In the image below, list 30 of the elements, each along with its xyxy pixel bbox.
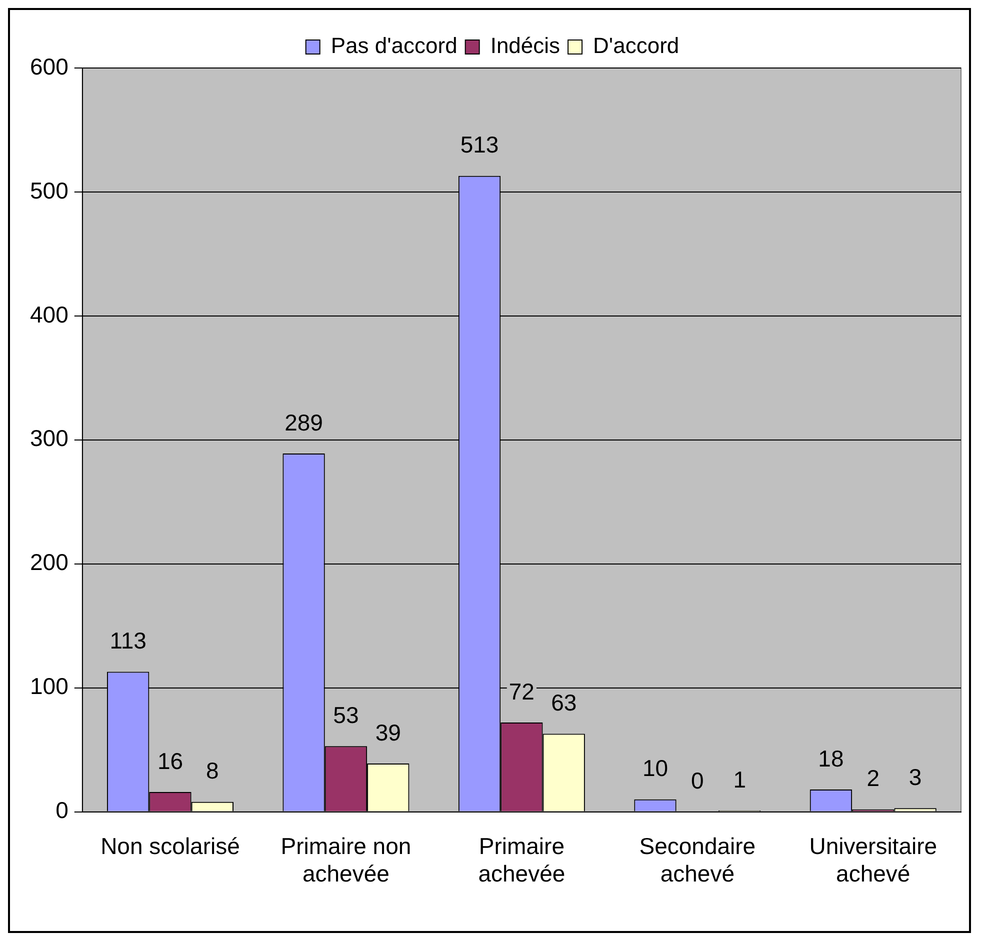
x-tick-label: Primaire achevée — [478, 832, 566, 887]
data-label: 16 — [157, 748, 184, 774]
data-label: 3 — [908, 764, 922, 790]
data-label: 113 — [110, 628, 146, 654]
y-tick-label: 0 — [56, 797, 68, 824]
data-label: 0 — [691, 768, 704, 794]
y-tick-label: 200 — [30, 549, 68, 576]
legend-label: D'accord — [593, 33, 680, 58]
y-tick-label: 300 — [30, 425, 68, 452]
y-tick-label: 400 — [30, 301, 68, 328]
x-tick-label: Universitaire achevé — [809, 832, 938, 887]
data-label: 513 — [460, 132, 499, 158]
legend-label: Pas d'accord — [330, 33, 458, 58]
legend-label: Indécis — [490, 33, 560, 58]
x-tick-label: Primaire non achevée — [280, 832, 412, 887]
data-label: 39 — [375, 719, 401, 746]
x-tick-label: Secondaire achevé — [639, 832, 756, 887]
y-tick-label: 100 — [30, 673, 68, 700]
data-label: 72 — [508, 678, 534, 704]
y-tick-label: 500 — [30, 177, 68, 204]
data-label: 1 — [733, 766, 746, 792]
data-label: 10 — [642, 755, 668, 782]
data-label: 289 — [284, 409, 323, 436]
x-tick-label: Non scolarisé — [100, 832, 240, 859]
data-label: 2 — [866, 765, 880, 792]
data-label: 8 — [206, 758, 219, 784]
data-label: 63 — [551, 690, 577, 716]
data-label: 18 — [818, 745, 844, 772]
data-label: 53 — [333, 702, 359, 728]
y-tick-label: 600 — [30, 53, 68, 80]
